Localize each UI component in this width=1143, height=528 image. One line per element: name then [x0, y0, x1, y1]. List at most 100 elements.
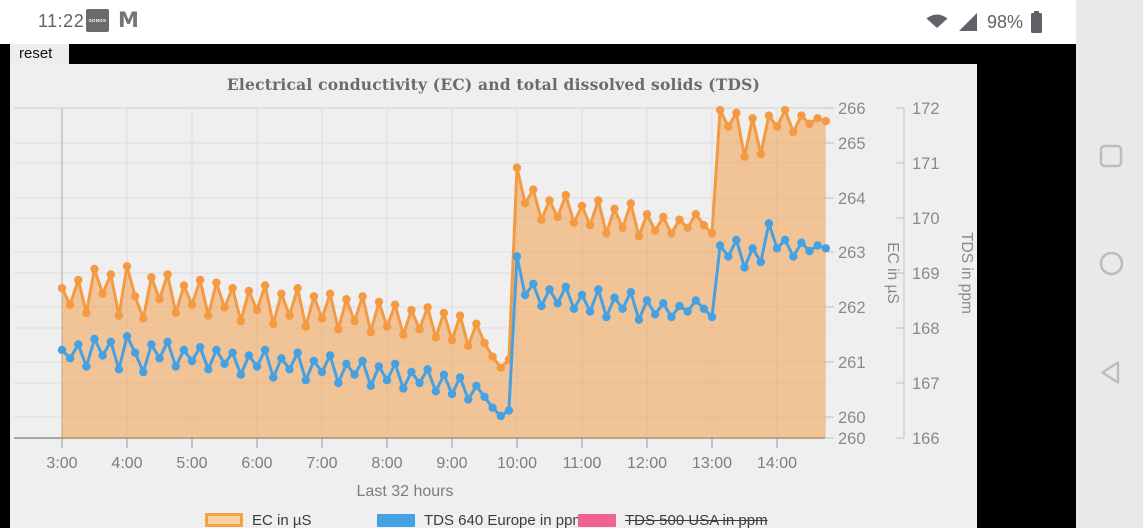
series-point-1 [179, 345, 189, 355]
series-point-0 [675, 215, 684, 224]
tds-tick-label: 169 [912, 265, 940, 283]
ec-axis-title: EC in µS [884, 242, 901, 303]
series-point-0 [293, 284, 302, 293]
series-point-1 [691, 296, 700, 305]
back-triangle-icon[interactable] [1098, 359, 1125, 386]
series-point-1 [163, 337, 172, 346]
series-point-0 [813, 114, 822, 123]
ec-tick-label: 260 [838, 430, 866, 448]
series-point-0 [496, 363, 505, 372]
series-point-0 [699, 221, 709, 230]
series-point-0 [366, 327, 375, 337]
tds-tick-label: 170 [912, 210, 940, 228]
series-point-0 [252, 305, 262, 315]
series-point-1 [309, 356, 319, 366]
series-point-0 [667, 229, 676, 238]
x-tick-label: 7:00 [306, 455, 337, 472]
series-point-1 [602, 312, 611, 322]
series-point-1 [171, 362, 180, 371]
series-point-0 [626, 199, 635, 208]
ec-tick-label: 263 [838, 244, 866, 262]
series-point-1 [667, 312, 676, 322]
series-point-1 [545, 285, 554, 294]
series-point-0 [455, 311, 465, 320]
series-point-1 [594, 285, 603, 294]
series-point-1 [212, 345, 221, 355]
series-point-1 [520, 290, 530, 300]
series-point-1 [455, 373, 465, 382]
wifi-icon [926, 14, 948, 28]
series-point-0 [805, 119, 814, 128]
series-point-0 [529, 185, 538, 194]
series-point-0 [610, 204, 619, 213]
series-point-0 [423, 303, 432, 312]
series-point-1 [277, 354, 286, 363]
series-point-1 [813, 241, 822, 250]
chart-panel: Electrical conductivity (EC) and total d… [10, 64, 977, 528]
series-point-0 [407, 305, 416, 315]
series-point-0 [130, 292, 140, 301]
battery-percent-label: 98% [987, 11, 1024, 32]
series-point-0 [545, 196, 554, 205]
series-point-1 [561, 282, 570, 291]
series-point-1 [350, 370, 359, 379]
series-point-0 [683, 223, 692, 233]
x-tick-label: 9:00 [436, 455, 467, 472]
series-point-1 [439, 370, 449, 379]
series-point-0 [74, 275, 83, 285]
series-point-0 [285, 311, 294, 320]
series-point-1 [114, 365, 124, 374]
series-point-0 [382, 322, 392, 331]
legend-item-tds640[interactable]: TDS 640 Europe in ppm [377, 510, 585, 528]
legend-item-tds500-disabled[interactable]: TDS 500 USA in ppm [578, 510, 768, 528]
series-point-0 [447, 336, 457, 345]
series-point-1 [122, 332, 132, 341]
ec-series-swatch-icon [205, 513, 243, 527]
series-point-0 [585, 221, 595, 230]
series-point-0 [561, 190, 570, 200]
series-point-0 [715, 105, 725, 115]
legend-item-ec[interactable]: EC in µS [205, 510, 312, 528]
series-point-0 [577, 201, 587, 211]
series-point-1 [269, 373, 278, 382]
series-point-0 [764, 111, 774, 120]
series-point-0 [780, 105, 790, 115]
tds500-series-swatch-icon [578, 513, 616, 527]
series-point-1 [707, 312, 717, 322]
series-point-0 [122, 262, 132, 271]
ec-tds-graph[interactable]: 3:00 4:00 5:00 6:00 7:00 8:00 9:00 10:00 11:00 12… [10, 64, 977, 528]
series-point-0 [65, 300, 75, 309]
series-point-1 [675, 301, 684, 311]
series-point-1 [325, 351, 335, 360]
series-point-1 [529, 279, 538, 289]
series-point-1 [512, 252, 522, 261]
series-point-1 [147, 340, 156, 349]
series-point-1 [821, 244, 830, 253]
sonos-notification-icon: SONOS [86, 9, 109, 32]
series-point-1 [301, 376, 310, 385]
reset-button[interactable]: reset [10, 44, 69, 66]
series-point-0 [204, 311, 213, 320]
series-point-0 [390, 300, 400, 309]
home-circle-icon[interactable] [1098, 250, 1125, 277]
series-point-0 [309, 292, 319, 301]
series-point-1 [480, 392, 489, 401]
series-point-0 [821, 116, 830, 126]
series-point-1 [496, 411, 505, 421]
series-point-1 [683, 307, 692, 316]
tds640-series-swatch-icon [377, 513, 415, 527]
tds-tick-label: 167 [912, 375, 940, 393]
tds-axis-title: TDS in ppm [958, 232, 975, 314]
series-point-0 [228, 284, 237, 293]
series-point-0 [618, 223, 627, 233]
tds-tick-label: 168 [912, 320, 940, 338]
series-point-0 [139, 314, 148, 323]
recents-square-icon[interactable] [1098, 143, 1124, 169]
series-point-1 [130, 348, 140, 357]
series-point-1 [699, 304, 709, 313]
series-point-1 [65, 354, 75, 363]
series-point-0 [732, 108, 741, 118]
series-point-1 [195, 343, 205, 352]
series-point-0 [594, 196, 603, 205]
series-point-0 [488, 352, 497, 361]
